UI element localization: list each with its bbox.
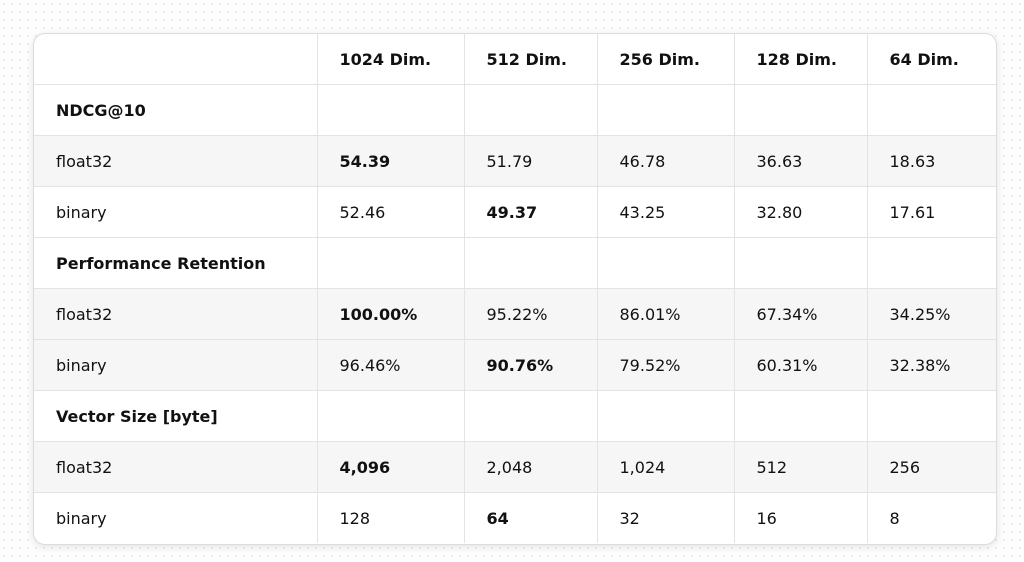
value-cell: 86.01%: [597, 288, 735, 340]
section-title: Performance Retention: [34, 237, 318, 289]
section-row-vector-size: Vector Size [byte]: [34, 390, 996, 442]
value-cell: 64: [464, 492, 598, 543]
value-cell: 17.61: [867, 186, 996, 238]
value-cell: 49.37: [464, 186, 598, 238]
column-header-1024-dim: 1024 Dim.: [317, 34, 465, 85]
value-cell: 51.79: [464, 135, 598, 187]
empty-cell: [734, 84, 868, 136]
empty-cell: [464, 390, 598, 442]
value-cell: 8: [889, 508, 900, 528]
value-cell: 43.25: [597, 186, 735, 238]
value-cell: 36.63: [734, 135, 868, 187]
value-cell: 32.38%: [867, 339, 996, 391]
value-cell: 32.80: [734, 186, 868, 238]
value-cell: 67.34%: [734, 288, 868, 340]
table-row: binary 128 64 32 16 8: [34, 492, 996, 543]
value-cell: 32: [597, 492, 735, 543]
value-cell: 46.78: [597, 135, 735, 187]
row-label: float32: [34, 441, 318, 493]
value-cell: 52.46: [317, 186, 465, 238]
section-title: NDCG@10: [34, 84, 318, 136]
empty-cell: [317, 390, 465, 442]
value-cell: 60.31%: [734, 339, 868, 391]
table-row: float32 54.39 51.79 46.78 36.63 18.63: [34, 135, 996, 187]
table-row: float32 4,096 2,048 1,024 512 256: [34, 441, 996, 493]
value-cell: 1,024: [597, 441, 735, 493]
empty-cell: [597, 237, 735, 289]
section-row-performance-retention: Performance Retention: [34, 237, 996, 289]
value-cell: 54.39: [317, 135, 465, 187]
value-cell: 128: [317, 492, 465, 543]
value-cell: 18.63: [867, 135, 996, 187]
table-row: float32 100.00% 95.22% 86.01% 67.34% 34.…: [34, 288, 996, 340]
comparison-table-card: 1024 Dim. 512 Dim. 256 Dim. 128 Dim. 64 …: [33, 33, 997, 545]
value-cell: 16: [734, 492, 868, 543]
column-header-64-dim: 64 Dim.: [867, 34, 996, 85]
empty-cell: [597, 390, 735, 442]
value-cell: 512: [734, 441, 868, 493]
value-cell: 90.76%: [464, 339, 598, 391]
section-row-ndcg: NDCG@10: [34, 84, 996, 136]
value-cell: 34.25%: [867, 288, 996, 340]
row-label: float32: [34, 288, 318, 340]
value-cell: 100.00%: [317, 288, 465, 340]
comparison-table: 1024 Dim. 512 Dim. 256 Dim. 128 Dim. 64 …: [34, 34, 996, 543]
value-cell: 79.52%: [597, 339, 735, 391]
header-row: 1024 Dim. 512 Dim. 256 Dim. 128 Dim. 64 …: [34, 34, 996, 85]
empty-cell: [464, 237, 598, 289]
value-cell: 4,096: [317, 441, 465, 493]
value-cell: 2,048: [464, 441, 598, 493]
empty-cell: [317, 84, 465, 136]
value-cell: 256: [867, 441, 996, 493]
table-row: binary 52.46 49.37 43.25 32.80 17.61: [34, 186, 996, 238]
value-cell: 95.22%: [464, 288, 598, 340]
empty-cell: [464, 84, 598, 136]
empty-cell: [867, 84, 996, 136]
row-label: binary: [34, 186, 318, 238]
row-label: binary: [34, 492, 318, 543]
value-cell: 96.46%: [317, 339, 465, 391]
column-header-512-dim: 512 Dim.: [464, 34, 598, 85]
row-label: binary: [34, 339, 318, 391]
empty-cell: [734, 390, 868, 442]
empty-cell: [867, 237, 996, 289]
empty-cell: [867, 390, 996, 442]
header-corner-cell: [34, 34, 318, 85]
column-header-128-dim: 128 Dim.: [734, 34, 868, 85]
row-label: float32: [34, 135, 318, 187]
table-row: binary 96.46% 90.76% 79.52% 60.31% 32.38…: [34, 339, 996, 391]
section-title: Vector Size [byte]: [34, 390, 318, 442]
empty-cell: [734, 237, 868, 289]
column-header-256-dim: 256 Dim.: [597, 34, 735, 85]
empty-cell: [317, 237, 465, 289]
empty-cell: [597, 84, 735, 136]
